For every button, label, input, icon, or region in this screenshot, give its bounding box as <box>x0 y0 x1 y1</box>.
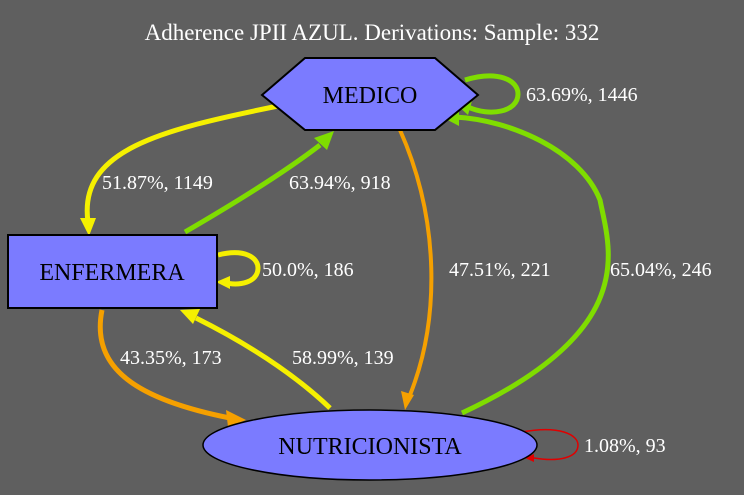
edge-label-enfermera-to-nutricionista: 43.35%, 173 <box>120 347 222 369</box>
edge-enfermera-to-nutricionista-arrowhead <box>226 410 246 427</box>
edge-nutricionista-self-arrowhead <box>525 454 534 462</box>
node-medico-shape <box>260 57 480 131</box>
node-medico-label: MEDICO <box>323 83 418 109</box>
edge-enfermera-to-medico-arrowhead <box>314 131 334 150</box>
node-nutricionista: NUTRICIONISTA <box>202 409 538 481</box>
edge-enfermera-to-medico <box>183 143 322 235</box>
edge-enfermera-to-nutricionista <box>97 309 231 421</box>
edge-enfermera-self-arrowhead <box>216 276 230 289</box>
edge-nutricionista-to-medico <box>454 114 611 416</box>
edge-label-enfermera-to-medico: 63.94%, 918 <box>289 172 391 194</box>
edge-medico-self <box>464 73 521 115</box>
edge-medico-to-nutricionista <box>398 129 434 396</box>
edge-nutricionista-self <box>521 428 579 461</box>
edge-medico-to-enfermera-arrowhead <box>80 218 96 236</box>
edge-medico-to-enfermera <box>84 103 279 223</box>
edge-nutricionista-to-enfermera <box>194 315 332 410</box>
node-medico: MEDICO <box>260 57 480 131</box>
node-nutricionista-shape <box>202 409 538 481</box>
edge-enfermera-self <box>217 250 261 287</box>
edge-label-nutricionista-to-enfermera: 58.99%, 139 <box>292 347 394 369</box>
edge-label-enfermera-self: 50.0%, 186 <box>262 259 354 281</box>
edge-label-nutricionista-to-medico: 65.04%, 246 <box>610 259 712 281</box>
edge-label-nutricionista-self: 1.08%, 93 <box>584 435 666 457</box>
node-nutricionista-label: NUTRICIONISTA <box>278 434 462 460</box>
edge-medico-to-nutricionista-arrowhead <box>401 391 414 410</box>
node-enfermera-label: ENFERMERA <box>39 260 185 286</box>
diagram-title: Adherence JPII AZUL. Derivations: Sample… <box>145 20 600 45</box>
edge-label-medico-to-enfermera: 51.87%, 1149 <box>102 172 213 194</box>
node-enfermera-shape <box>7 234 218 309</box>
edge-nutricionista-to-enfermera-arrowhead <box>180 309 200 324</box>
node-enfermera: ENFERMERA <box>7 234 218 309</box>
edge-label-medico-self: 63.69%, 1446 <box>526 84 638 106</box>
edge-label-medico-to-nutricionista: 47.51%, 221 <box>449 259 551 281</box>
